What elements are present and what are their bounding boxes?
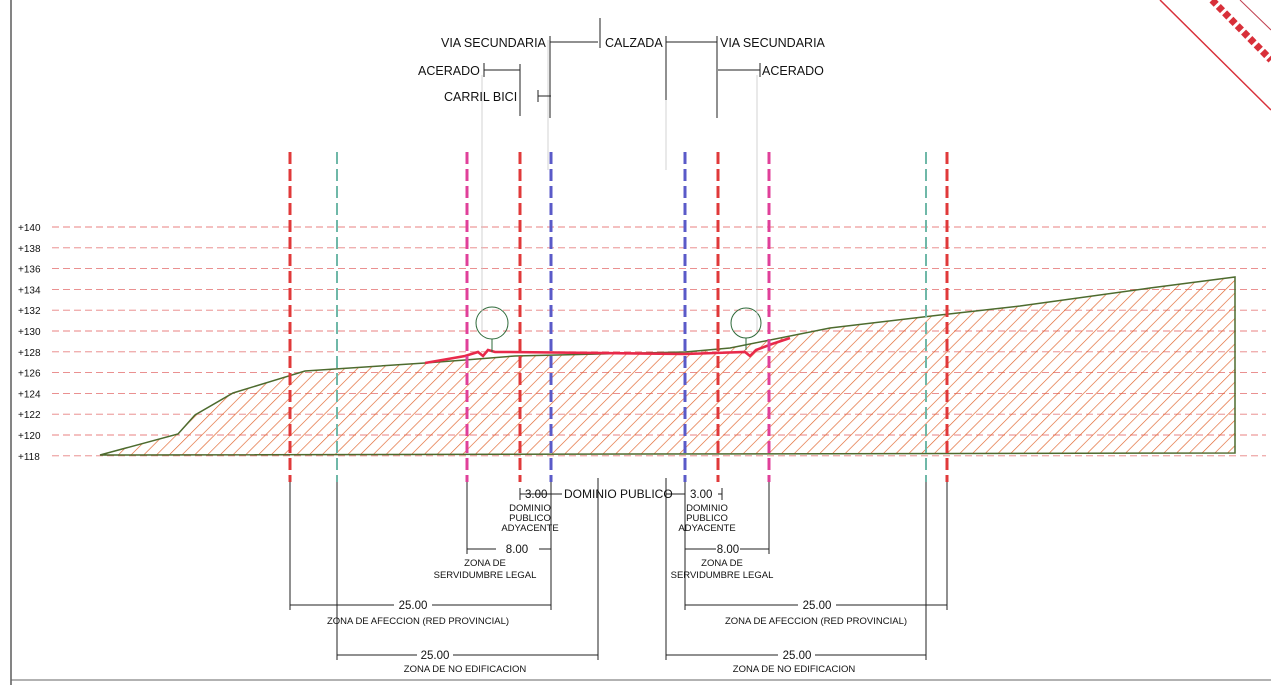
label-servidumbre-left-1: ZONA DE	[464, 558, 506, 569]
label-dim-25-edif-left: 25.00	[421, 650, 450, 662]
elevation-label: +120	[18, 431, 41, 442]
elevation-labels: +140 +138 +136 +134 +132 +130 +128 +126 +124 +122…	[18, 223, 41, 463]
label-dim-3-right: 3.00	[690, 489, 712, 501]
road-profile-line	[424, 336, 791, 365]
label-no-edificacion-right: ZONA DE NO EDIFICACION	[733, 664, 856, 675]
elevation-label: +136	[18, 265, 41, 276]
label-calzada: CALZADA	[605, 36, 663, 50]
corner-road-symbol	[1159, 0, 1271, 111]
label-adyacente-left-2: PUBLICO	[509, 513, 551, 524]
label-servidumbre-right-1: ZONA DE	[701, 558, 743, 569]
ground-section-hatch	[99, 276, 1236, 456]
elevation-label: +140	[18, 223, 41, 234]
elevation-label: +128	[18, 348, 41, 359]
label-afeccion-right: ZONA DE AFECCION (RED PROVINCIAL)	[725, 616, 907, 627]
elevation-label: +124	[18, 389, 41, 400]
tree-symbol-right	[730, 307, 762, 350]
label-carril-bici: CARRIL BICI	[444, 90, 517, 104]
label-via-secundaria-left: VIA SECUNDARIA	[441, 36, 547, 50]
limit-lines	[288, 152, 949, 482]
label-dim-8-right: 8.00	[717, 544, 739, 556]
reference-lines	[481, 40, 758, 330]
label-adyacente-right-2: PUBLICO	[686, 513, 728, 524]
label-servidumbre-left-2: SERVIDUMBRE LEGAL	[434, 570, 537, 581]
elevation-label: +118	[18, 452, 40, 463]
label-dim-25-afeccion-right: 25.00	[803, 600, 832, 612]
label-dim-25-edif-right: 25.00	[783, 650, 812, 662]
elevation-label: +132	[18, 306, 41, 317]
label-dim-8-left: 8.00	[506, 544, 528, 556]
label-servidumbre-right-2: SERVIDUMBRE LEGAL	[671, 570, 774, 581]
elevation-label: +134	[18, 285, 41, 296]
top-annotation-leaders	[483, 18, 761, 118]
label-adyacente-right-1: DOMINIO	[686, 503, 728, 514]
label-dominio-publico: DOMINIO PUBLICO	[564, 487, 673, 501]
elevation-label: +130	[18, 327, 41, 338]
label-afeccion-left: ZONA DE AFECCION (RED PROVINCIAL)	[327, 616, 509, 627]
label-dim-3-left: 3.00	[525, 489, 547, 501]
label-acerado-left: ACERADO	[418, 64, 480, 78]
label-adyacente-right-3: ADYACENTE	[678, 523, 735, 534]
elevation-label: +126	[18, 369, 41, 380]
elevation-label: +138	[18, 244, 41, 255]
tree-symbol-left	[475, 306, 509, 352]
label-no-edificacion-left: ZONA DE NO EDIFICACION	[404, 664, 527, 675]
bottom-dimension-lines	[289, 478, 948, 660]
label-via-secundaria-right: VIA SECUNDARIA	[720, 36, 826, 50]
label-dim-25-afeccion-left: 25.00	[399, 600, 428, 612]
label-adyacente-left-1: DOMINIO	[509, 503, 551, 514]
label-adyacente-left-3: ADYACENTE	[501, 523, 558, 534]
label-acerado-right: ACERADO	[762, 64, 824, 78]
elevation-label: +122	[18, 410, 41, 421]
bottom-labels: 3.00 DOMINIO PUBLICO 3.00 DOMINIO PUBLIC…	[327, 487, 907, 675]
